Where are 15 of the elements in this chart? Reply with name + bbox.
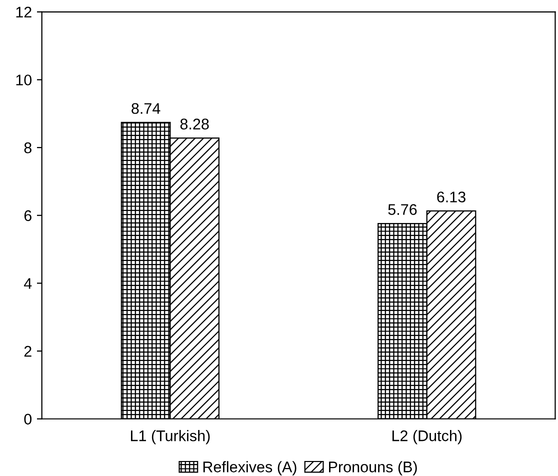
y-tick-label: 10 bbox=[16, 74, 32, 86]
legend-label: Pronouns (B) bbox=[329, 461, 417, 476]
y-tick-label: 12 bbox=[16, 6, 32, 18]
data-label: 8.28 bbox=[180, 118, 209, 130]
y-tick-label: 2 bbox=[24, 346, 32, 357]
y-tick-label: 4 bbox=[24, 278, 32, 289]
y-tick-label: 8 bbox=[24, 142, 32, 154]
x-tick-label: L2 (Dutch) bbox=[392, 430, 462, 444]
legend-label: Reflexives (A) bbox=[203, 461, 296, 476]
data-label: 8.74 bbox=[132, 103, 160, 114]
data-label: 5.76 bbox=[388, 204, 417, 215]
data-label: 6.13 bbox=[437, 192, 466, 202]
x-tick-label: L1 (Turkish) bbox=[130, 430, 210, 444]
y-tick-label: 6 bbox=[24, 210, 32, 222]
y-tick-label: 0 bbox=[24, 414, 32, 425]
